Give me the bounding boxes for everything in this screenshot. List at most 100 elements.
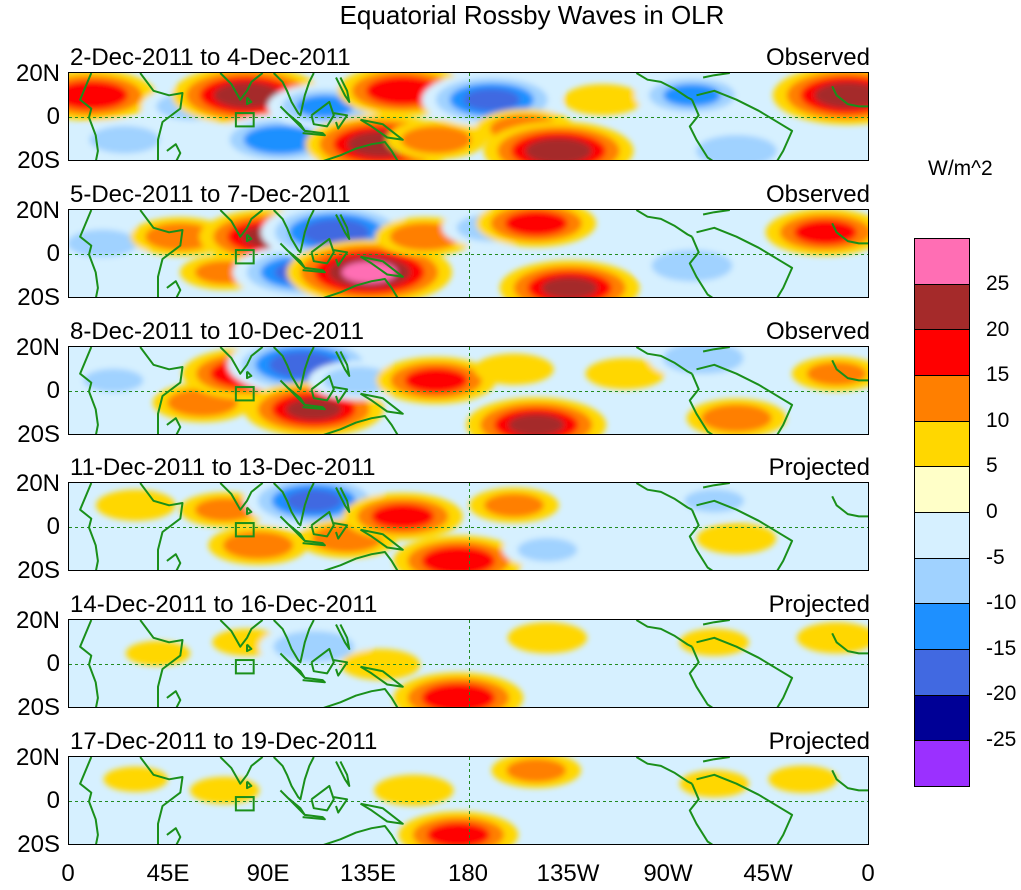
colorbar-label: 15: [986, 363, 1010, 386]
positive-anomaly: [243, 381, 384, 434]
coastline: [335, 77, 351, 103]
coastline: [279, 105, 306, 132]
colorbar-swatch: [914, 512, 970, 559]
panel-date-range: 5-Dec-2011 to 7-Dec-2011: [70, 181, 351, 208]
x-tick-label: 0: [61, 860, 75, 887]
coastline: [219, 73, 264, 101]
positive-anomaly: [342, 492, 463, 540]
region-box: [234, 249, 255, 265]
coastline: [310, 510, 335, 538]
y-tick-label: 0: [46, 650, 60, 677]
coastline: [279, 789, 306, 816]
coastline: [831, 85, 868, 108]
coastline: [310, 237, 335, 265]
coastline: [696, 773, 794, 844]
coastline: [831, 769, 868, 792]
coastline: [79, 73, 99, 160]
coastline: [139, 757, 184, 844]
coastline: [635, 483, 693, 511]
coastline: [696, 89, 794, 160]
coastline: [335, 351, 351, 377]
colorbar-label: -20: [986, 682, 1017, 705]
y-tick-label: 20S: [17, 284, 60, 311]
positive-anomaly: [791, 356, 868, 392]
coastline: [310, 647, 335, 675]
x-tick-label: 90E: [246, 860, 290, 887]
coastline: [335, 487, 351, 513]
region-box: [234, 522, 255, 538]
positive-anomaly: [386, 120, 486, 160]
colorbar-swatch: [914, 329, 970, 376]
coastline: [333, 249, 349, 267]
positive-anomaly: [474, 353, 554, 385]
y-tick-label: 20N: [15, 744, 60, 771]
coastline: [246, 780, 253, 790]
coastline: [696, 363, 794, 434]
coastline: [333, 796, 349, 814]
panel: 14-Dec-2011 to 16-Dec-2011 Projected 20N…: [0, 591, 900, 732]
positive-anomaly: [686, 398, 787, 434]
panel-label: Observed: [765, 44, 870, 71]
coastline: [79, 620, 99, 707]
y-tick-label: 0: [46, 513, 60, 540]
panel-date-range: 11-Dec-2011 to 13-Dec-2011: [70, 454, 376, 481]
map-plot: [68, 209, 869, 298]
coastline: [831, 359, 868, 382]
panel-label: Observed: [765, 181, 870, 208]
coastline: [246, 643, 253, 653]
coastline: [702, 483, 730, 489]
coastline: [139, 73, 184, 160]
coastline: [688, 236, 714, 297]
coastline: [302, 129, 326, 137]
y-tick-label: 20N: [15, 470, 60, 497]
coastline: [323, 825, 399, 844]
coastline: [333, 522, 349, 540]
coastline: [359, 255, 404, 278]
coastline: [219, 483, 264, 511]
coastline: [246, 96, 253, 106]
negative-anomaly: [502, 532, 593, 568]
coastline: [166, 280, 182, 297]
positive-anomaly: [190, 776, 260, 805]
coastline: [139, 347, 184, 434]
colorbar-swatch: [914, 420, 970, 468]
coastline: [635, 73, 693, 101]
colorbar: [914, 238, 970, 787]
x-tick-label: 0: [861, 860, 875, 887]
y-tick-label: 20S: [17, 557, 60, 584]
coastline: [702, 210, 730, 216]
anomaly-field: [69, 347, 868, 434]
colorbar-swatch: [914, 649, 970, 696]
coastline: [302, 676, 326, 684]
y-tick-label: 20S: [17, 147, 60, 174]
x-tick-label: 180: [447, 860, 489, 887]
coastline: [272, 210, 315, 254]
positive-anomaly: [765, 210, 868, 256]
colorbar-label: 25: [986, 272, 1010, 295]
positive-anomaly: [772, 73, 868, 125]
coastline: [79, 210, 99, 297]
coastline: [359, 392, 404, 415]
region-box: [234, 386, 255, 402]
positive-anomaly: [374, 774, 454, 806]
positive-anomaly: [398, 811, 519, 844]
negative-anomaly: [540, 671, 621, 703]
y-tick-label: 0: [46, 103, 60, 130]
coastline: [333, 659, 349, 677]
positive-anomaly: [679, 628, 749, 656]
y-tick-label: 20S: [17, 694, 60, 721]
y-tick-label: 20N: [15, 197, 60, 224]
panel: 8-Dec-2011 to 10-Dec-2011 Observed 20N 0…: [0, 318, 900, 459]
positive-anomaly: [696, 523, 777, 555]
coastline: [359, 118, 404, 141]
y-tick-label: 20S: [17, 421, 60, 448]
coastline: [635, 757, 693, 785]
colorbar-swatch: [914, 603, 970, 650]
map-plot: [68, 482, 869, 571]
coastline: [696, 499, 794, 570]
coastline: [279, 379, 306, 406]
panel-date-range: 2-Dec-2011 to 4-Dec-2011: [70, 44, 351, 71]
positive-anomaly: [340, 648, 421, 681]
positive-anomaly: [499, 260, 640, 297]
panel-date-range: 17-Dec-2011 to 19-Dec-2011: [70, 728, 378, 755]
